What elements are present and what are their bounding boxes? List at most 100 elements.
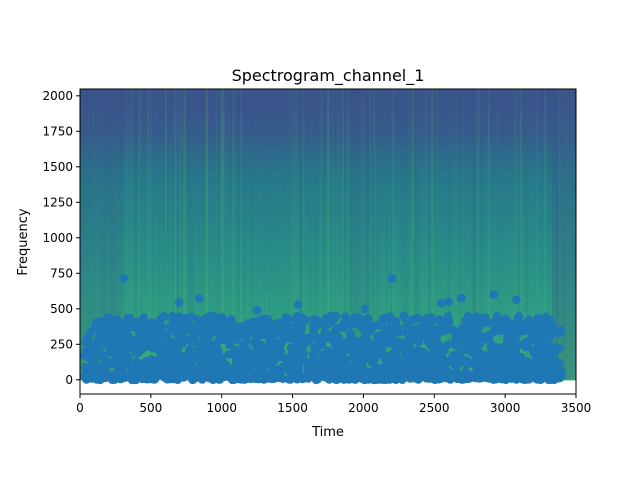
scatter-point bbox=[92, 323, 102, 332]
scatter-point bbox=[474, 331, 484, 341]
scatter-point bbox=[212, 324, 221, 333]
spectrogram-striation bbox=[104, 89, 107, 380]
scatter-point bbox=[368, 369, 377, 379]
spectrogram-striation bbox=[138, 89, 142, 380]
spectrogram-striation bbox=[384, 89, 387, 380]
scatter-point bbox=[105, 359, 115, 369]
scatter-point bbox=[422, 313, 432, 323]
spectrogram-striation bbox=[458, 89, 460, 380]
spectrogram-striation bbox=[372, 89, 374, 380]
scatter-point bbox=[331, 370, 341, 379]
spectrogram-striation bbox=[342, 89, 344, 380]
scatter-point bbox=[555, 358, 564, 368]
scatter-point bbox=[343, 340, 353, 349]
spectrogram-striation bbox=[217, 89, 219, 380]
scatter-point bbox=[419, 347, 428, 357]
scatter-point bbox=[309, 315, 319, 324]
spectrogram-band bbox=[80, 301, 576, 308]
spectrogram-striation bbox=[204, 89, 207, 380]
spectrogram-striation bbox=[268, 89, 271, 380]
spectrogram-striation bbox=[227, 89, 229, 380]
spectrogram-striation bbox=[177, 89, 180, 380]
scatter-point bbox=[546, 316, 556, 326]
scatter-point bbox=[459, 340, 468, 349]
spectrogram-striation bbox=[519, 89, 522, 380]
spectrogram-striation bbox=[165, 89, 167, 380]
spectrogram-band bbox=[80, 222, 576, 229]
spectrogram-striation bbox=[220, 89, 223, 380]
spectrogram-striation bbox=[472, 89, 475, 380]
spectrogram-striation bbox=[496, 89, 499, 380]
x-tick-label: 0 bbox=[76, 401, 84, 415]
scatter-point bbox=[446, 371, 456, 381]
x-axis: 0 500 1000 1500 2000 2500 3000 3500 bbox=[76, 394, 591, 415]
scatter-point bbox=[453, 360, 462, 370]
spectrogram-striation bbox=[216, 89, 218, 380]
spectrogram-band bbox=[80, 143, 576, 151]
spectrogram-striation bbox=[487, 89, 490, 380]
scatter-point bbox=[413, 372, 423, 382]
spectrogram-striation bbox=[345, 89, 348, 380]
scatter-point bbox=[501, 318, 510, 328]
spectrogram-striation bbox=[135, 89, 137, 380]
scatter-point bbox=[231, 345, 241, 355]
scatter-point bbox=[427, 368, 437, 377]
spectrogram-striation bbox=[174, 89, 177, 380]
spectrogram-striation bbox=[345, 89, 346, 380]
scatter-point bbox=[471, 356, 481, 365]
scatter-point bbox=[177, 332, 187, 342]
scatter-point bbox=[186, 312, 196, 321]
scatter-point bbox=[97, 373, 107, 383]
scatter-point-outlier bbox=[489, 290, 499, 299]
spectrogram-striation bbox=[372, 89, 375, 380]
spectrogram-striation bbox=[413, 89, 415, 380]
scatter-point bbox=[326, 350, 336, 359]
spectrogram-striation bbox=[191, 89, 194, 380]
scatter-point bbox=[498, 374, 507, 384]
scatter-point bbox=[234, 326, 243, 336]
spectrogram-striation bbox=[376, 89, 379, 380]
scatter-point bbox=[449, 350, 459, 360]
spectrogram-striation bbox=[548, 89, 550, 380]
scatter-point bbox=[510, 322, 519, 332]
spectrogram-striation bbox=[557, 89, 559, 380]
scatter-point bbox=[394, 327, 404, 337]
scatter-point bbox=[231, 374, 241, 384]
scatter-point bbox=[116, 354, 125, 364]
scatter-point bbox=[434, 315, 443, 325]
scatter-point bbox=[265, 346, 275, 356]
x-tick-label: 3500 bbox=[561, 401, 592, 415]
spectrogram-striation bbox=[299, 89, 302, 380]
scatter-point bbox=[533, 345, 543, 354]
spectrogram-striation bbox=[96, 89, 98, 380]
scatter-point bbox=[124, 352, 133, 362]
spectrogram-striation bbox=[80, 89, 83, 380]
spectrogram-band bbox=[80, 307, 576, 314]
spectrogram-striation bbox=[137, 89, 140, 380]
spectrogram-striation bbox=[427, 89, 429, 380]
spectrogram-band bbox=[80, 264, 576, 272]
spectrogram-striation bbox=[178, 89, 181, 380]
spectrogram-striation bbox=[92, 89, 95, 380]
scatter-point-outlier bbox=[387, 274, 397, 283]
scatter-point bbox=[276, 351, 286, 361]
spectrogram-striation bbox=[98, 89, 100, 380]
spectrogram-striation bbox=[543, 89, 546, 380]
spectrogram-striation bbox=[300, 89, 303, 380]
scatter-point bbox=[241, 337, 251, 347]
spectrogram-striation bbox=[132, 89, 135, 380]
spectrogram-striation bbox=[350, 89, 352, 380]
spectrogram-band bbox=[80, 131, 576, 139]
spectrogram-striation bbox=[361, 89, 364, 380]
scatter-point bbox=[495, 326, 504, 335]
spectrogram-band bbox=[80, 119, 576, 126]
scatter-point bbox=[173, 346, 183, 356]
scatter-point bbox=[437, 369, 446, 378]
spectrogram-striation bbox=[536, 89, 539, 380]
x-tick-label: 1000 bbox=[206, 401, 237, 415]
scatter-point bbox=[503, 332, 512, 341]
spectrogram-striation bbox=[222, 89, 225, 380]
scatter-point bbox=[160, 350, 170, 359]
scatter-point bbox=[281, 313, 291, 322]
scatter-point bbox=[457, 323, 467, 333]
